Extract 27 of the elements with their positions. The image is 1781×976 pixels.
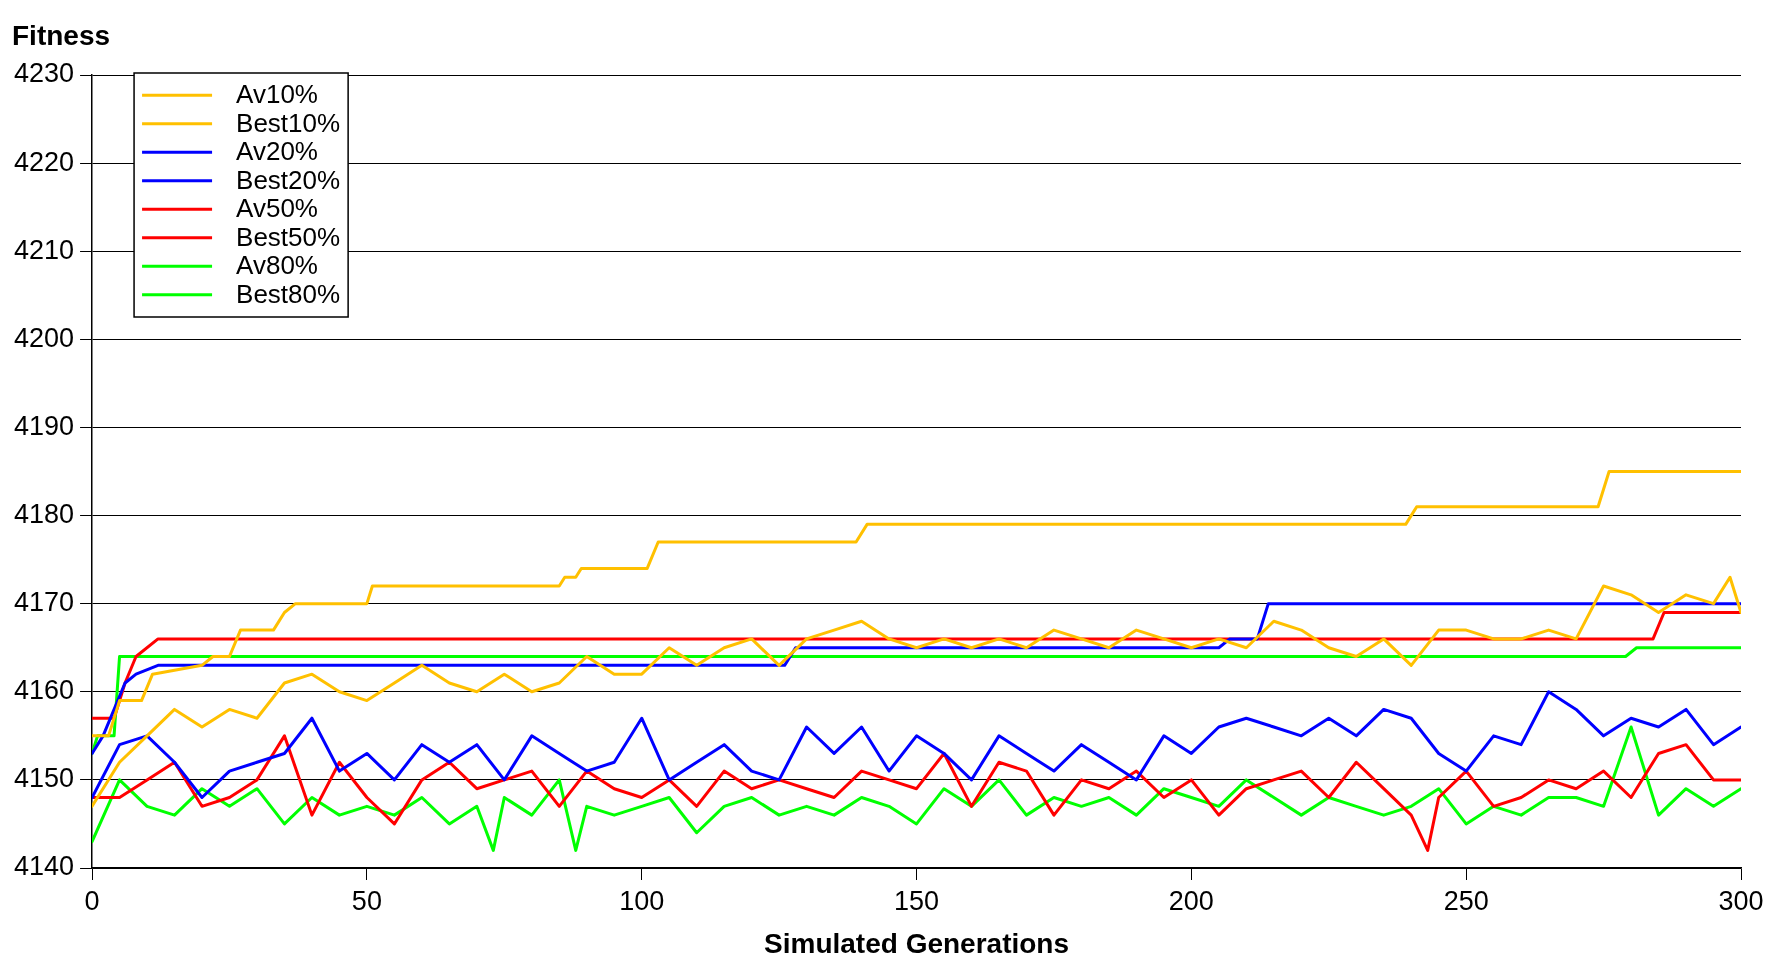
y-tick-label: 4180: [13, 499, 75, 530]
y-tick-label: 4160: [13, 675, 75, 706]
y-tick-label: 4150: [13, 763, 75, 794]
legend-label: Av20%: [236, 136, 318, 167]
y-tick-label: 4220: [13, 146, 75, 177]
legend-label: Best50%: [236, 221, 341, 252]
x-tick-label: 100: [619, 885, 665, 916]
y-tick-label: 4210: [13, 234, 75, 265]
y-tick-label: 4200: [13, 322, 75, 353]
x-tick-label: 250: [1443, 885, 1489, 916]
y-tick-label: 4190: [13, 410, 75, 441]
legend-label: Best10%: [236, 107, 341, 138]
legend-label: Av10%: [236, 79, 318, 110]
y-axis-title: Fitness: [12, 19, 111, 51]
legend-label: Best20%: [236, 164, 341, 195]
legend-label: Best80%: [236, 278, 341, 309]
x-tick-label: 300: [1718, 885, 1764, 916]
x-tick-label: 200: [1168, 885, 1214, 916]
x-tick-label: 0: [84, 885, 100, 916]
legend-label: Av80%: [236, 250, 318, 281]
y-tick-label: 4230: [13, 58, 75, 89]
y-tick-label: 4140: [13, 851, 75, 882]
x-tick-label: 150: [894, 885, 940, 916]
x-tick-label: 50: [351, 885, 382, 916]
x-axis-title: Simulated Generations: [764, 927, 1070, 959]
legend-label: Av50%: [236, 193, 318, 224]
y-tick-label: 4170: [13, 587, 75, 618]
